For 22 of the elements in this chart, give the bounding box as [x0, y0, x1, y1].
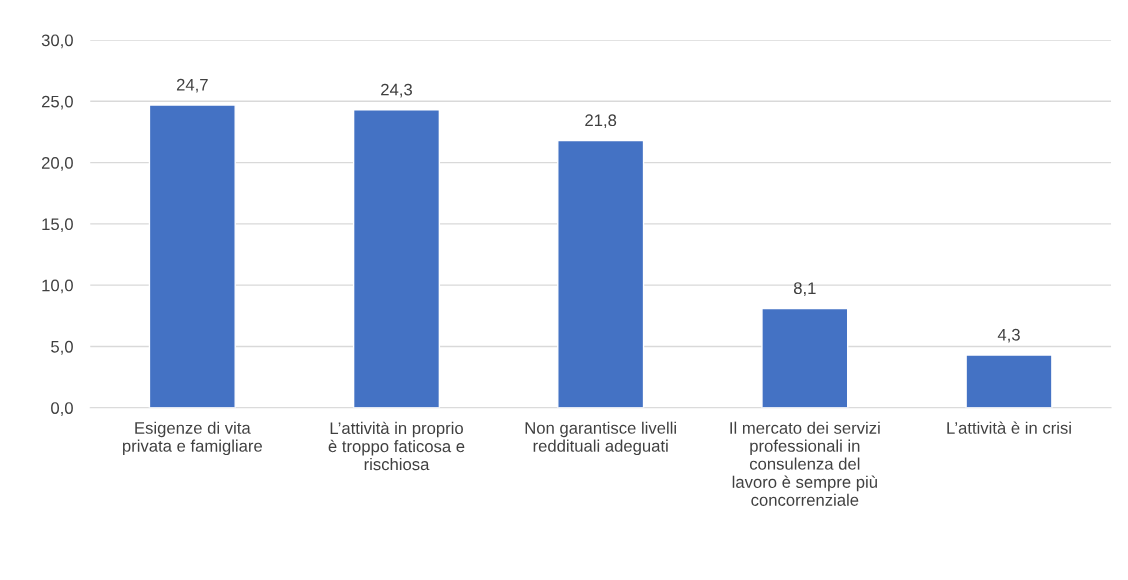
- bar: [557, 139, 645, 408]
- bar: [965, 354, 1053, 408]
- x-tick-label: Non garantisce livelli reddituali adeguati: [525, 421, 676, 456]
- bar: [761, 307, 849, 408]
- data-label: 4,3: [997, 328, 1020, 343]
- y-tick-label: 30,0: [41, 34, 73, 49]
- y-tick-label: 15,0: [42, 218, 73, 233]
- y-tick-label: 5,0: [51, 340, 73, 355]
- data-label: 24,7: [176, 78, 208, 93]
- y-tick-label: 0,0: [51, 402, 73, 416]
- y-tick-label: 10,0: [42, 279, 73, 294]
- x-tick-label: L’attività è in crisi: [947, 421, 1071, 434]
- bar: [148, 104, 236, 408]
- data-label: 8,1: [793, 282, 816, 297]
- x-tick-label: Esigenze di vita privata e famigliare: [123, 421, 262, 456]
- data-label: 24,3: [381, 83, 412, 98]
- bar: [352, 109, 441, 408]
- x-tick-label: L’attività in proprio è troppo faticosa e rischiosa: [328, 421, 465, 471]
- x-tick-label: Il mercato dei servizi professionali in consulenza del lavoro è sempre più concorrenziale: [730, 421, 880, 506]
- data-label: 21,8: [585, 114, 617, 129]
- y-tick-label: 25,0: [41, 95, 73, 110]
- y-tick-label: 20,0: [41, 156, 73, 171]
